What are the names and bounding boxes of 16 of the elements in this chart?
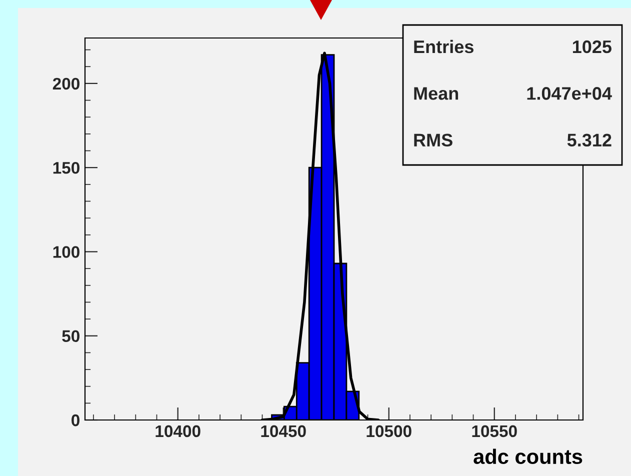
x-tick-label: 10500 <box>366 425 412 438</box>
x-tick-label: 10550 <box>472 425 517 438</box>
annotation: Entries <box>414 40 474 54</box>
annotation: Mean <box>414 87 458 100</box>
y-tick-label: 200 <box>52 78 80 90</box>
annotation: 1.047e+04 <box>527 87 612 100</box>
y-tick-label: 100 <box>53 246 80 258</box>
annotation: 1025 <box>572 40 612 54</box>
annotation: 5.312 <box>567 134 612 147</box>
x-axis-title: adc counts <box>474 448 582 464</box>
x-tick-label: 10450 <box>261 425 306 438</box>
y-tick-label: 0 <box>72 414 80 426</box>
y-tick-label: 50 <box>62 330 80 342</box>
x-tick-label: 10400 <box>156 425 200 438</box>
annotation: RMS <box>414 134 452 147</box>
y-tick-label: 150 <box>53 162 80 174</box>
